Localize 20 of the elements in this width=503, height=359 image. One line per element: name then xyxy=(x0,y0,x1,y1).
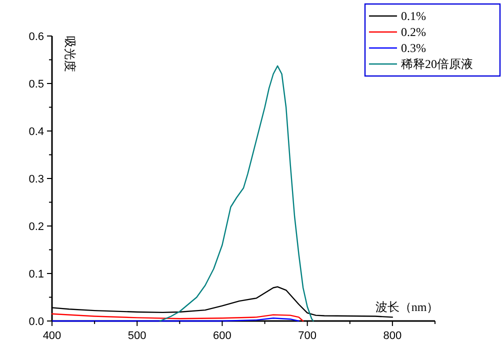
y-tick-label: 0.0 xyxy=(28,316,44,328)
y-axis-title: 吸光度 xyxy=(63,36,77,72)
legend-label: 稀释20倍原液 xyxy=(401,57,473,71)
y-tick-label: 0.2 xyxy=(28,221,44,233)
y-tick-label: 0.3 xyxy=(28,174,44,186)
x-tick-label: 400 xyxy=(42,330,62,342)
y-tick-label: 0.4 xyxy=(28,126,44,138)
line-series xyxy=(159,65,314,322)
x-tick-label: 600 xyxy=(213,330,232,342)
y-tick-label: 0.5 xyxy=(28,78,44,90)
x-tick-label: 800 xyxy=(383,330,402,342)
x-tick-label: 500 xyxy=(128,330,146,342)
legend-label: 0.1% xyxy=(401,9,426,23)
x-axis-title: 波长（nm） xyxy=(375,300,439,314)
x-tick-label: 700 xyxy=(298,330,317,342)
line-series xyxy=(51,313,304,322)
legend-label: 0.3% xyxy=(401,41,426,55)
y-tick-label: 0.1 xyxy=(28,268,44,280)
y-tick-label: 0.6 xyxy=(28,31,44,43)
legend-label: 0.2% xyxy=(401,25,426,39)
